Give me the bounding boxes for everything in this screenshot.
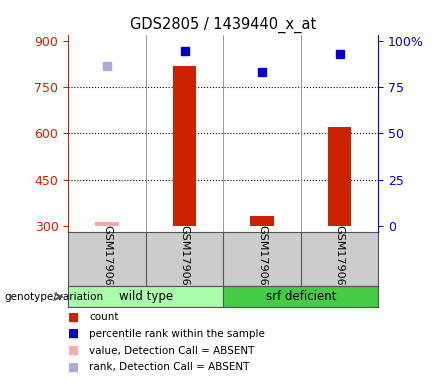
Text: percentile rank within the sample: percentile rank within the sample: [89, 329, 265, 339]
Text: ■: ■: [68, 310, 79, 323]
Bar: [95, 222, 119, 225]
Text: ■: ■: [68, 361, 79, 374]
Text: genotype/variation: genotype/variation: [4, 291, 103, 302]
Text: rank, Detection Call = ABSENT: rank, Detection Call = ABSENT: [89, 362, 249, 372]
Text: wild type: wild type: [119, 290, 173, 303]
Text: srf deficient: srf deficient: [266, 290, 336, 303]
Bar: [223, 286, 378, 307]
Bar: [328, 127, 351, 225]
Text: GSM179067: GSM179067: [335, 225, 345, 293]
Text: value, Detection Call = ABSENT: value, Detection Call = ABSENT: [89, 346, 255, 356]
Text: GSM179066: GSM179066: [180, 225, 190, 293]
Text: GSM179065: GSM179065: [257, 225, 267, 293]
Text: GSM179064: GSM179064: [102, 225, 112, 293]
Text: ■: ■: [68, 344, 79, 357]
Bar: [250, 216, 274, 225]
Text: ■: ■: [68, 327, 79, 340]
Title: GDS2805 / 1439440_x_at: GDS2805 / 1439440_x_at: [130, 17, 316, 33]
Bar: [173, 66, 196, 225]
Bar: [68, 286, 223, 307]
Text: count: count: [89, 312, 119, 322]
